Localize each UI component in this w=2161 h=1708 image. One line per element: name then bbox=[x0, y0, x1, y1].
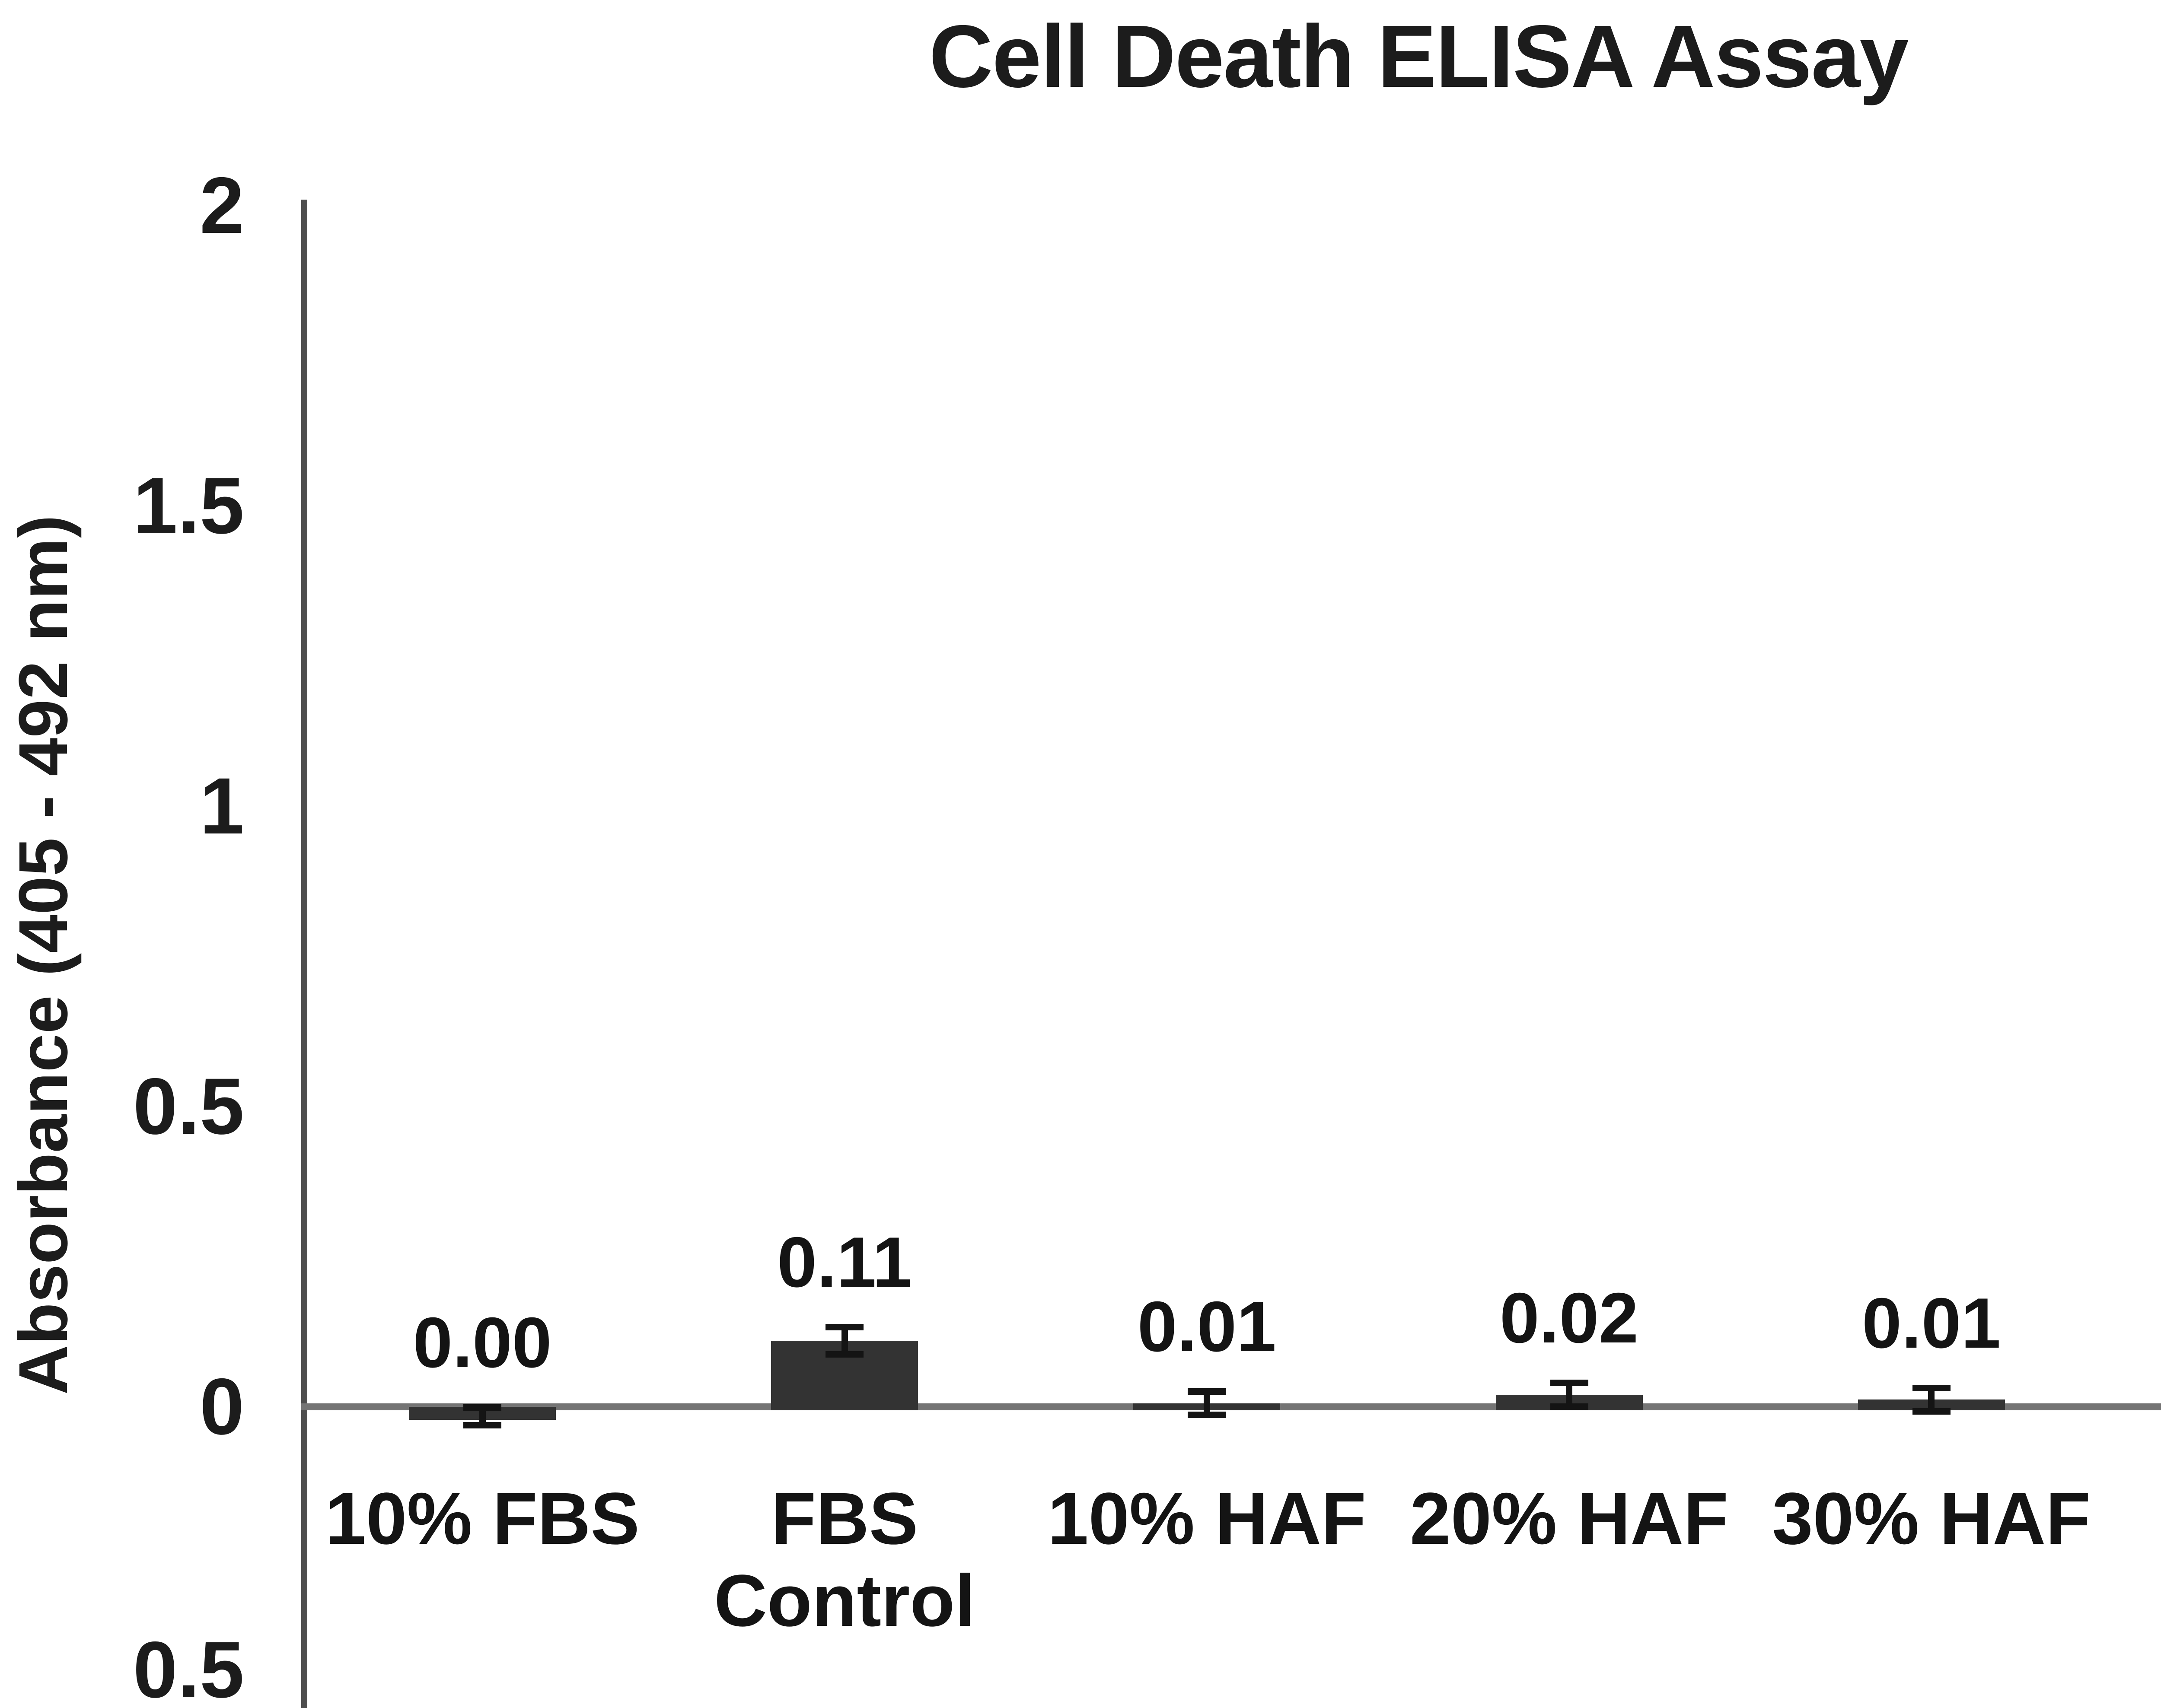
error-bar-cap-top bbox=[463, 1404, 502, 1411]
category-label: 10% FBS bbox=[325, 1478, 640, 1560]
category-label: 30% HAF bbox=[1772, 1478, 2091, 1560]
y-tick-label: 1 bbox=[200, 762, 244, 851]
y-axis-label: Absorbance (405 - 492 nm) bbox=[4, 515, 82, 1395]
error-bar-cap-top bbox=[1188, 1388, 1226, 1395]
error-bar-cap-top bbox=[1550, 1380, 1588, 1387]
bar-value-label: 0.01 bbox=[1137, 1286, 1276, 1366]
category-label: 20% HAF bbox=[1410, 1478, 1728, 1560]
category-label: FBS Control bbox=[714, 1478, 975, 1642]
bar-value-label: 0.00 bbox=[413, 1303, 552, 1383]
y-tick-label: 1.5 bbox=[133, 461, 244, 550]
error-bar-line bbox=[841, 1324, 848, 1358]
bar-value-label: 0.11 bbox=[777, 1222, 912, 1302]
bar-value-label: 0.01 bbox=[1862, 1283, 2001, 1363]
error-bar-cap-top bbox=[826, 1324, 864, 1331]
chart-title: Cell Death ELISA Assay bbox=[929, 7, 1909, 106]
y-tick-label: 0 bbox=[200, 1362, 244, 1451]
category-label: 10% HAF bbox=[1047, 1478, 1366, 1560]
y-tick-label: 2 bbox=[200, 161, 244, 250]
error-bar-cap-bottom bbox=[1912, 1408, 1951, 1415]
error-bar-cap-top bbox=[1912, 1384, 1951, 1391]
error-bar-cap-bottom bbox=[463, 1422, 502, 1429]
y-tick-label: 0.5 bbox=[133, 1062, 244, 1151]
error-bar-line bbox=[1928, 1384, 1935, 1415]
error-bar-line bbox=[1566, 1380, 1572, 1410]
y-axis-line bbox=[301, 200, 307, 1708]
error-bar-cap-bottom bbox=[1550, 1403, 1588, 1410]
error-bar-cap-bottom bbox=[826, 1351, 864, 1358]
error-bar-cap-bottom bbox=[1188, 1412, 1226, 1419]
y-tick-label: 0.5 bbox=[133, 1625, 244, 1708]
bar-value-label: 0.02 bbox=[1499, 1278, 1639, 1358]
error-bar-line bbox=[1203, 1388, 1210, 1419]
